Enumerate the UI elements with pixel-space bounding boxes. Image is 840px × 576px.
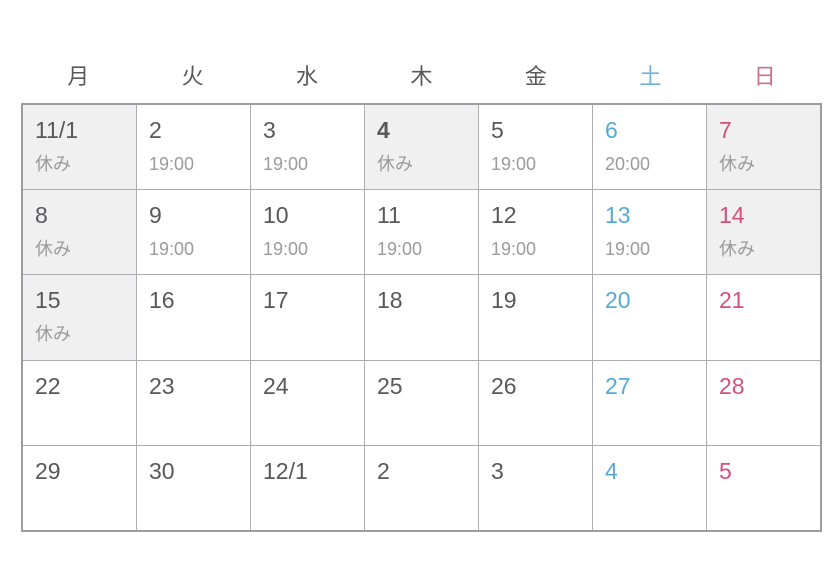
day-number: 3	[491, 457, 504, 484]
day-note: 19:00	[263, 239, 309, 260]
day-cell-11-27[interactable]: 27	[593, 360, 706, 445]
day-number: 11	[377, 202, 401, 229]
day-note: 休み	[35, 154, 71, 174]
day-cell-11-25[interactable]: 25	[365, 360, 478, 445]
day-number: 6	[605, 117, 618, 143]
day-cell-11-2[interactable]: 2 19:00	[137, 105, 250, 190]
day-cell-11-3[interactable]: 3 19:00	[251, 105, 364, 190]
day-number: 4	[377, 117, 390, 143]
weekday-label-wed: 水	[296, 64, 319, 89]
weekday-label-mon: 月	[67, 64, 90, 89]
day-number: 5	[719, 457, 732, 484]
day-number: 9	[149, 202, 162, 229]
day-cell-11-16[interactable]: 16	[137, 275, 250, 360]
day-cell-11-11[interactable]: 11 19:00	[365, 190, 478, 275]
day-number: 30	[149, 457, 175, 484]
day-number: 3	[263, 117, 276, 143]
day-note: 19:00	[263, 154, 309, 174]
day-cell-11-30[interactable]: 30	[137, 445, 250, 530]
day-cell-12-1[interactable]: 12/1	[251, 445, 364, 530]
day-note: 19:00	[149, 154, 195, 174]
day-cell-11-4[interactable]: 4 休み	[365, 105, 478, 190]
day-cell-12-5[interactable]: 5	[707, 445, 820, 530]
day-cell-11-10[interactable]: 10 19:00	[251, 190, 364, 275]
day-number: 29	[35, 457, 61, 484]
day-cell-11-8[interactable]: 8 休み	[23, 190, 136, 275]
day-note: 20:00	[605, 154, 651, 174]
weekday-label-fri: 金	[524, 64, 547, 89]
day-cell-11-6[interactable]: 6 20:00	[593, 105, 706, 190]
weekday-label-sun: 日	[753, 64, 776, 89]
day-number: 21	[719, 287, 745, 314]
day-note: 19:00	[377, 239, 423, 260]
day-number: 13	[605, 202, 631, 229]
day-number: 12/1	[263, 457, 308, 484]
day-cell-11-14[interactable]: 14 休み	[707, 190, 820, 275]
day-number: 7	[719, 117, 732, 143]
day-number: 25	[377, 372, 403, 399]
day-note: 休み	[719, 154, 755, 174]
day-cell-12-2[interactable]: 2	[365, 445, 478, 530]
day-number: 16	[149, 287, 175, 314]
day-cell-11-18[interactable]: 18	[365, 275, 478, 360]
day-cell-11-23[interactable]: 23	[137, 360, 250, 445]
day-number: 24	[263, 372, 289, 399]
day-cell-11-5[interactable]: 5 19:00	[479, 105, 592, 190]
day-cell-11-19[interactable]: 19	[479, 275, 592, 360]
weekday-label-tue: 火	[181, 64, 204, 89]
day-cell-11-22[interactable]: 22	[23, 360, 136, 445]
day-cell-11-9[interactable]: 9 19:00	[137, 190, 250, 275]
day-number: 5	[491, 117, 504, 143]
day-note: 19:00	[491, 154, 537, 174]
day-number: 17	[263, 287, 289, 314]
day-note: 休み	[377, 154, 413, 174]
day-cell-11-21[interactable]: 21	[707, 275, 820, 360]
day-cell-11-29[interactable]: 29	[23, 445, 136, 530]
day-cell-11-26[interactable]: 26	[479, 360, 592, 445]
day-number: 10	[263, 202, 289, 229]
day-note: 休み	[35, 324, 71, 345]
day-number: 12	[491, 202, 517, 229]
day-note: 休み	[35, 239, 71, 260]
day-note: 19:00	[605, 239, 651, 260]
day-cell-11-15[interactable]: 15 休み	[23, 275, 136, 360]
weekday-header: 月 火 水 木 金 土 日	[21, 60, 822, 94]
day-cell-11-7[interactable]: 7 休み	[707, 105, 820, 190]
day-number: 2	[377, 457, 390, 484]
day-cell-11-13[interactable]: 13 19:00	[593, 190, 706, 275]
day-number: 2	[149, 117, 162, 143]
weekday-label-sat: 土	[639, 64, 662, 89]
day-note: 19:00	[491, 239, 537, 260]
day-cell-11-28[interactable]: 28	[707, 360, 820, 445]
day-number: 20	[605, 287, 631, 314]
weekday-label-thu: 木	[410, 64, 433, 89]
day-cell-11-1[interactable]: 11/1 休み	[23, 105, 136, 190]
day-number: 22	[35, 372, 61, 399]
day-number: 28	[719, 372, 745, 399]
day-cell-11-17[interactable]: 17	[251, 275, 364, 360]
day-number: 23	[149, 372, 175, 399]
day-cell-11-24[interactable]: 24	[251, 360, 364, 445]
day-number: 15	[35, 287, 61, 314]
day-number: 26	[491, 372, 517, 399]
day-number: 14	[719, 202, 745, 229]
day-note: 19:00	[149, 239, 195, 260]
day-note: 休み	[719, 239, 755, 260]
day-number: 27	[605, 372, 631, 399]
day-cell-12-4[interactable]: 4	[593, 445, 706, 530]
day-cell-12-3[interactable]: 3	[479, 445, 592, 530]
day-number: 8	[35, 202, 48, 229]
day-cell-11-12[interactable]: 12 19:00	[479, 190, 592, 275]
day-number: 11/1	[35, 117, 79, 143]
calendar-grid: 11/1 休み 2 19:00 3 19:00 4 休み 5 19:00 6 2…	[21, 103, 822, 532]
day-cell-11-20[interactable]: 20	[593, 275, 706, 360]
day-number: 4	[605, 457, 618, 484]
day-number: 19	[491, 287, 517, 314]
day-number: 18	[377, 287, 403, 314]
